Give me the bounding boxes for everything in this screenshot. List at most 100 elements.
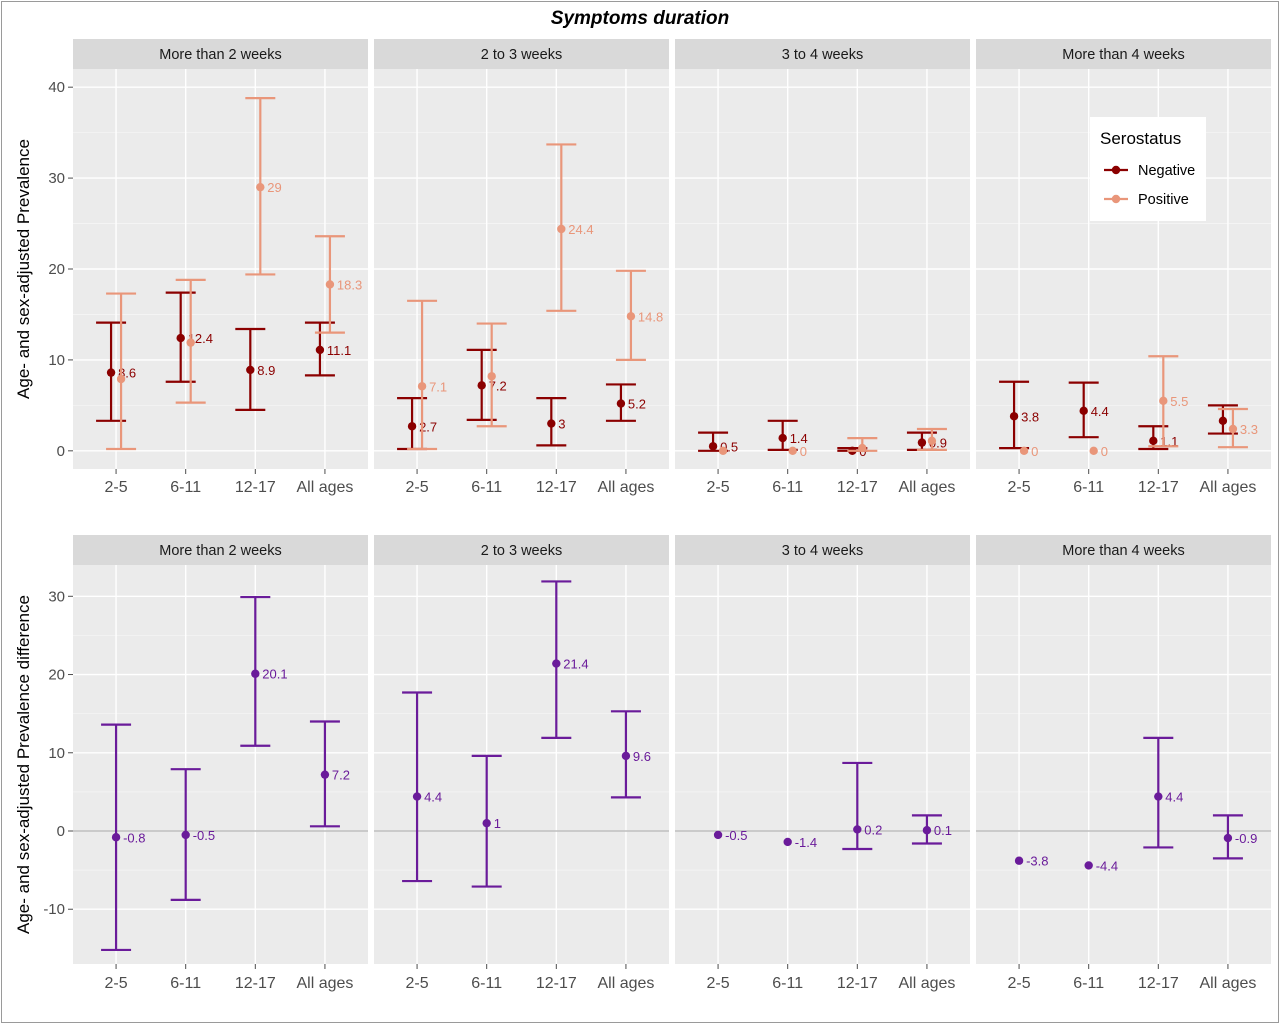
data-point: [256, 182, 265, 192]
data-point: [487, 372, 496, 381]
data-point: [1228, 424, 1238, 434]
x-tick-label: All ages: [1199, 479, 1256, 496]
data-point: [251, 669, 260, 678]
x-tick-label: 12-17: [235, 479, 276, 496]
data-point: [246, 365, 255, 375]
data-point: [477, 381, 486, 390]
data-label: 11.1: [327, 343, 351, 358]
data-label: 9.6: [633, 749, 651, 764]
x-tick-label: 6-11: [471, 479, 502, 496]
data-point: [106, 368, 116, 377]
data-point: [783, 837, 792, 847]
y-tick-label: 10: [48, 745, 65, 762]
series-difference: -0.5 -1.4 0.2 0.1: [713, 761, 952, 851]
data-label: 29: [267, 180, 281, 195]
series-positive: 7.1 24.4 14.8: [407, 143, 663, 451]
data-label: 3: [558, 417, 565, 432]
data-label: 8.9: [257, 363, 275, 378]
data-point: [1218, 416, 1228, 426]
data-point: [858, 443, 867, 453]
facet-strip-label: 2 to 3 weeks: [481, 543, 562, 559]
data-point: [181, 830, 190, 840]
data-point: [116, 374, 126, 384]
data-point: [1014, 856, 1024, 865]
x-tick-label: 2-5: [105, 975, 128, 992]
series-difference: -3.8 -4.4 4.4 -0.9: [1014, 736, 1257, 873]
data-label: 1.1: [1160, 434, 1178, 449]
data-label: -0.9: [1235, 831, 1257, 846]
data-label: 1.4: [790, 431, 808, 446]
facet-strip-label: 3 to 4 weeks: [782, 543, 863, 559]
facet-more-than-2-weeks-row-2: More than 2 weeks 2-5 6-11 12-17 All ages -0.…: [73, 535, 368, 992]
data-label: 2.7: [419, 419, 437, 434]
data-label: 3.8: [1021, 409, 1039, 424]
x-tick-label: 12-17: [235, 975, 276, 992]
data-point: [713, 830, 723, 840]
y-tick-label: 30: [48, 588, 65, 605]
x-tick-label: 12-17: [837, 975, 878, 992]
data-label: 5.5: [1170, 394, 1188, 409]
plot-panel-background: [675, 565, 970, 964]
x-tick-label: 12-17: [1138, 479, 1179, 496]
data-point: [788, 446, 797, 456]
plot-panel-background: [73, 565, 368, 964]
data-point: [186, 338, 195, 347]
data-point: [922, 826, 932, 835]
series-difference: -0.8 -0.5 20.1 7.2: [101, 595, 350, 952]
series-negative: 3.8 4.4 1.1: [999, 380, 1238, 451]
data-label: 0.1: [934, 823, 952, 838]
data-point: [407, 422, 417, 431]
y-tick-label: 10: [48, 352, 65, 369]
data-point: [853, 825, 862, 834]
facet-strip-label: More than 2 weeks: [159, 47, 282, 63]
data-label: 3.3: [1240, 422, 1258, 437]
x-tick-label: 6-11: [170, 975, 201, 992]
x-tick-label: 2-5: [406, 975, 429, 992]
x-tick-label: 2-5: [1008, 479, 1031, 496]
data-point: [626, 312, 636, 321]
facet-strip: [976, 39, 1271, 69]
x-tick-label: 2-5: [707, 975, 730, 992]
series-negative: 2.7 7.2 3 5.2: [397, 348, 646, 451]
x-tick-label: All ages: [898, 479, 955, 496]
data-point: [1223, 833, 1233, 843]
legend-entry-label: Positive: [1138, 192, 1189, 208]
series-positive: 0: [718, 427, 947, 459]
x-tick-label: 6-11: [772, 479, 803, 496]
data-point: [482, 818, 491, 828]
data-label: 7.1: [429, 379, 447, 394]
data-point: [1159, 396, 1168, 406]
x-tick-label: All ages: [296, 479, 353, 496]
legend-title: Serostatus: [1100, 129, 1181, 148]
data-label: -0.5: [193, 828, 215, 843]
facet-strip: [73, 535, 368, 565]
data-point: [917, 438, 927, 447]
data-point: [1079, 406, 1088, 416]
data-point: [621, 751, 631, 761]
data-point: [557, 224, 566, 234]
facet-2-to-3-weeks-row-2: 2 to 3 weeks 2-5 6-11 12-17 All ages 4.4 1 21.4…: [374, 535, 669, 992]
facet-more-than-4-weeks-row-1: More than 4 weeks 2-5 6-11 12-17 All ages 3.8…: [976, 39, 1271, 496]
facet-strip: [675, 535, 970, 565]
series-difference: 4.4 1 21.4 9.6: [402, 580, 651, 888]
facet-strip: [374, 39, 669, 69]
data-label: 4.4: [424, 790, 442, 805]
facet-strip: [675, 39, 970, 69]
data-label: 7.2: [489, 378, 507, 393]
facet-strip-label: More than 4 weeks: [1062, 543, 1185, 559]
data-point: [1019, 446, 1029, 456]
data-point: [1154, 792, 1163, 801]
facet-strip: [374, 535, 669, 565]
data-point: [778, 433, 787, 443]
data-point: [1089, 446, 1098, 456]
data-point: [708, 442, 718, 451]
x-tick-label: 6-11: [772, 975, 803, 992]
data-point: [412, 792, 422, 801]
data-point: [718, 446, 728, 456]
series-positive: 0 0 5.5 3.3: [1019, 355, 1258, 459]
x-tick-label: All ages: [296, 975, 353, 992]
x-tick-label: 12-17: [536, 479, 577, 496]
